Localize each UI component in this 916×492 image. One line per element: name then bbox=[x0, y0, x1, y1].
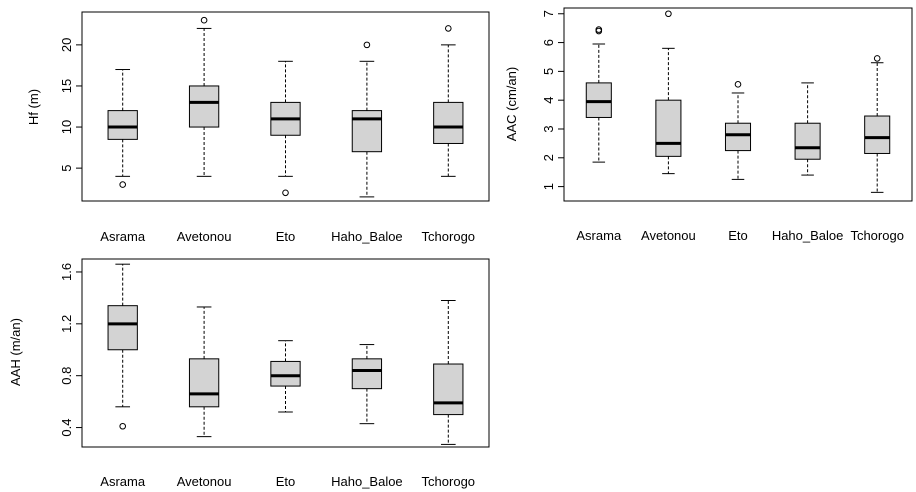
category-label: Avetonou bbox=[177, 229, 232, 244]
plot-frame bbox=[563, 7, 913, 202]
box-avetonou bbox=[655, 10, 682, 175]
iqr-box bbox=[655, 99, 682, 157]
y-tick-label: 0.8 bbox=[59, 367, 74, 385]
box-eto bbox=[270, 60, 301, 197]
y-tick-label: 3 bbox=[541, 125, 556, 132]
box-asrama bbox=[107, 69, 138, 188]
box-eto bbox=[724, 81, 752, 180]
chart-panel-2: 1 2 3 4 5 6 7 AAC (cm/an) Asrama Avetonou Eto Haho_… bbox=[504, 7, 913, 243]
category-label: Avetonou bbox=[177, 474, 232, 489]
y-tick-label: 0.4 bbox=[59, 419, 74, 437]
iqr-box bbox=[351, 358, 383, 390]
iqr-box bbox=[188, 85, 220, 128]
iqr-box bbox=[433, 363, 464, 416]
y-tick-label: 20 bbox=[59, 38, 74, 52]
y-tick-label: 1 bbox=[541, 183, 556, 190]
category-label: Eto bbox=[276, 229, 296, 244]
category-label: Asrama bbox=[100, 229, 146, 244]
y-axis-title: AAC (cm/an) bbox=[504, 67, 519, 141]
outlier-point bbox=[119, 181, 126, 188]
y-tick-label: 1.2 bbox=[59, 315, 74, 333]
category-label: Haho_Baloe bbox=[331, 229, 403, 244]
y-tick-label: 7 bbox=[541, 10, 556, 17]
box-asrama bbox=[107, 263, 138, 430]
outlier-point bbox=[665, 10, 672, 18]
box-tchorogo bbox=[864, 55, 891, 193]
category-label: Avetonou bbox=[641, 228, 696, 243]
category-label: Haho_Baloe bbox=[772, 228, 844, 243]
outlier-point bbox=[734, 81, 742, 88]
y-tick-label: 1.6 bbox=[59, 263, 74, 281]
category-label: Haho_Baloe bbox=[331, 474, 403, 489]
iqr-box bbox=[107, 305, 138, 351]
box-eto bbox=[270, 340, 301, 413]
iqr-box bbox=[188, 358, 220, 408]
chart-panel-1: 5 10 15 20 Hf (m) Asrama Avetonou Eto Haho_Baloe… bbox=[26, 11, 490, 244]
box-avetonou bbox=[188, 16, 220, 177]
category-label: Tchorogo bbox=[850, 228, 903, 243]
category-label: Eto bbox=[276, 474, 296, 489]
box-haho-baloe bbox=[351, 344, 383, 425]
box-haho-baloe bbox=[351, 41, 383, 198]
category-label: Eto bbox=[728, 228, 748, 243]
iqr-box bbox=[433, 101, 464, 144]
category-label: Tchorogo bbox=[422, 229, 475, 244]
iqr-box bbox=[864, 115, 891, 154]
iqr-box bbox=[351, 110, 383, 153]
outlier-point bbox=[445, 25, 452, 32]
iqr-box bbox=[270, 360, 301, 387]
iqr-box bbox=[724, 122, 752, 152]
y-axis-title: AAH (m/an) bbox=[8, 318, 23, 386]
box-tchorogo bbox=[433, 25, 464, 177]
y-tick-label: 6 bbox=[541, 39, 556, 46]
outlier-point bbox=[873, 55, 881, 62]
outlier-point bbox=[282, 189, 289, 197]
box-avetonou bbox=[188, 306, 220, 438]
box-asrama bbox=[585, 26, 612, 163]
box-tchorogo bbox=[433, 299, 464, 445]
y-tick-label: 4 bbox=[541, 97, 556, 104]
plot-frame bbox=[81, 258, 490, 448]
box-haho-baloe bbox=[794, 82, 821, 176]
outlier-point bbox=[363, 41, 371, 49]
category-label: Asrama bbox=[100, 474, 146, 489]
y-tick-label: 5 bbox=[59, 165, 74, 172]
outlier-point bbox=[200, 16, 208, 24]
y-axis-title: Hf (m) bbox=[26, 89, 41, 125]
chart-panel-3: 0.4 0.8 1.2 1.6 AAH (m/an) Asrama Avetonou Eto H… bbox=[8, 258, 490, 489]
category-label: Asrama bbox=[576, 228, 622, 243]
y-tick-label: 15 bbox=[59, 79, 74, 93]
outlier-point bbox=[119, 422, 126, 430]
y-tick-label: 5 bbox=[541, 68, 556, 75]
y-tick-label: 2 bbox=[541, 154, 556, 161]
iqr-box bbox=[794, 122, 821, 160]
category-label: Tchorogo bbox=[422, 474, 475, 489]
y-tick-label: 10 bbox=[59, 120, 74, 134]
iqr-box bbox=[107, 110, 138, 140]
plot-frame bbox=[81, 11, 490, 202]
outlier-point bbox=[595, 26, 603, 33]
